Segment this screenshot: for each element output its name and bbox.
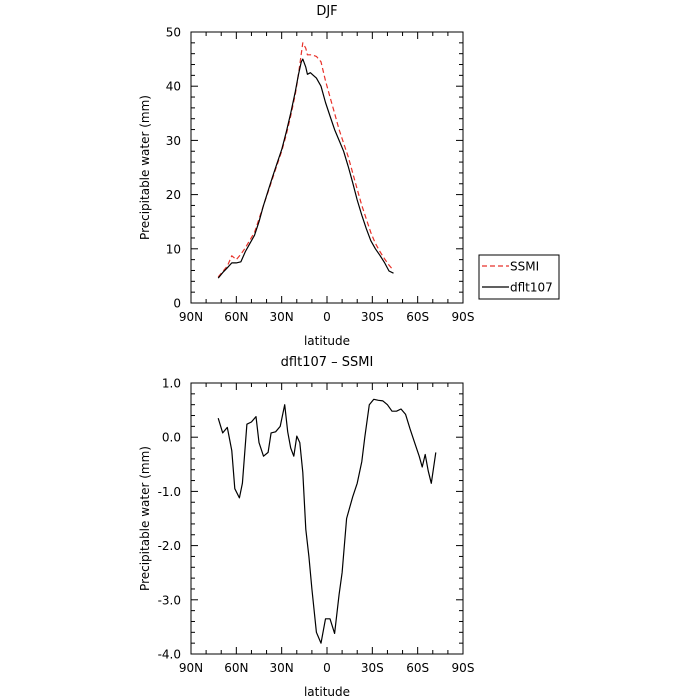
chart1-line-dflt107 — [217, 58, 394, 279]
chart2-y-tick-label: 1.0 — [162, 377, 181, 391]
chart2-y-axis-label: Precipitable water (mm) — [138, 446, 152, 591]
chart1-x-tick-label: 60N — [224, 310, 248, 324]
chart1-title: DJF — [316, 4, 337, 19]
chart2-y-tick-label: -4.0 — [158, 648, 181, 662]
chart2-y-tick-label: -3.0 — [158, 593, 181, 607]
chart1-x-tick-label: 90N — [179, 310, 203, 324]
chart2-plot-frame — [190, 382, 464, 655]
chart2-x-tick-label: 60N — [224, 661, 248, 675]
chart1-y-tick-label: 0 — [173, 297, 181, 311]
chart1-x-tick-label: 0 — [323, 310, 331, 324]
chart1-x-tick-label: 30S — [361, 310, 384, 324]
chart2-y-tick-label: -1.0 — [158, 485, 181, 499]
chart1-legend-label-dflt107: dflt107 — [510, 281, 553, 295]
chart2-x-axis-label: latitude — [304, 685, 350, 699]
chart1-y-tick-label: 10 — [166, 242, 181, 256]
chart2-x-tick-label: 90S — [452, 661, 475, 675]
chart1-legend-label-ssmi: SSMI — [510, 260, 539, 274]
chart2-y-tick-label: 0.0 — [162, 431, 181, 445]
chart2-x-tick-label: 0 — [323, 661, 331, 675]
chart2-y-tick-label: -2.0 — [158, 539, 181, 553]
chart1-x-axis-label: latitude — [304, 334, 350, 348]
chart2-x-tick-label: 60S — [406, 661, 429, 675]
chart2-x-tick-label: 30N — [270, 661, 294, 675]
chart1-y-tick-label: 30 — [166, 134, 181, 148]
chart1-y-axis-label: Precipitable water (mm) — [138, 95, 152, 240]
chart1-y-tick-label: 20 — [166, 188, 181, 202]
chart2-line-series-1 — [217, 398, 437, 644]
chart1-y-tick-label: 40 — [166, 80, 181, 94]
chart1-legend-box — [478, 254, 560, 300]
chart1-x-tick-label: 30N — [270, 310, 294, 324]
chart1-x-tick-label: 90S — [452, 310, 475, 324]
chart2-x-tick-label: 30S — [361, 661, 384, 675]
chart1-y-tick-label: 50 — [166, 26, 181, 40]
chart2-title: dflt107 – SSMI — [281, 355, 374, 370]
chart1-line-ssmi — [217, 42, 394, 278]
chart2-x-tick-label: 90N — [179, 661, 203, 675]
chart1-x-tick-label: 60S — [406, 310, 429, 324]
